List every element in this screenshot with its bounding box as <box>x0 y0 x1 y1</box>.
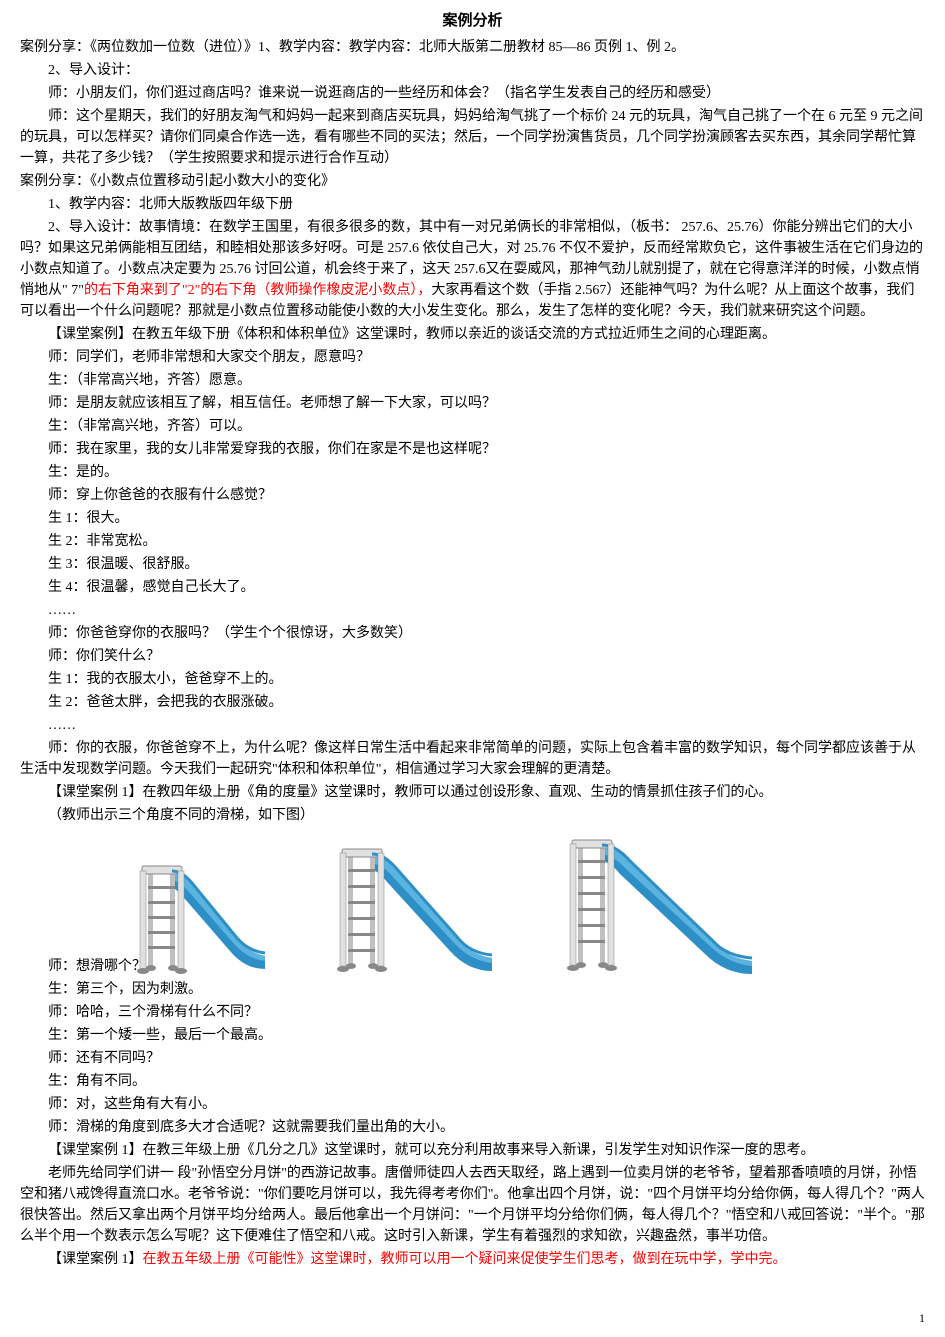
dialogue-line: 师：同学们，老师非常想和大家交个朋友，愿意吗？ <box>20 347 925 368</box>
dialogue-line: 师：对，这些角有大有小。 <box>20 1094 925 1115</box>
dialogue-line: 生 4：很温馨，感觉自己长大了。 <box>20 577 925 598</box>
dialogue-line: 生 2：非常宽松。 <box>20 531 925 552</box>
text-segment: 【课堂案例 1】 <box>48 1252 143 1267</box>
dialogue-line: 师：我在家里，我的女儿非常爱穿我的衣服，你们在家是不是也这样呢？ <box>20 439 925 460</box>
dialogue-line: 生：第三个，因为刺激。 <box>20 979 925 1000</box>
paragraph: 【课堂案例 1】在教五年级上册《可能性》这堂课时，教师可以用一个疑问来促使学生们… <box>20 1249 925 1270</box>
dialogue-line: 师：小朋友们，你们逛过商店吗？谁来说一说逛商店的一些经历和体会？（指名学生发表自… <box>20 83 925 104</box>
paragraph: 2、导入设计：故事情境：在数学王国里，有很多很多的数，其中有一对兄弟俩长的非常相… <box>20 217 925 322</box>
dialogue-line: 生：是的。 <box>20 462 925 483</box>
dialogue-line: 师：你爸爸穿你的衣服吗？（学生个个很惊讶，大多数笑） <box>20 623 925 644</box>
paragraph: 案例分享：《两位数加一位数（进位）》1、教学内容：教学内容：北师大版第二册教材 … <box>20 37 925 58</box>
dialogue-line: 生：（非常高兴地，齐答）愿意。 <box>20 370 925 391</box>
dialogue-line: …… <box>20 715 925 736</box>
paragraph: 【课堂案例 1】在教三年级上册《几分之几》这堂课时，就可以充分利用故事来导入新课… <box>20 1140 925 1161</box>
dialogue-line: 生：第一个矮一些，最后一个最高。 <box>20 1025 925 1046</box>
dialogue-line: 师：穿上你爸爸的衣服有什么感觉？ <box>20 485 925 506</box>
dialogue-line: 师：哈哈，三个滑梯有什么不同？ <box>20 1002 925 1023</box>
dialogue-line: 生 1：很大。 <box>20 508 925 529</box>
paragraph: 【课堂案例】在教五年级下册《体积和体积单位》这堂课时，教师以亲近的谈话交流的方式… <box>20 324 925 345</box>
dialogue-line: 生 2：爸爸太胖，会把我的衣服涨破。 <box>20 692 925 713</box>
dialogue-line: 师：还有不同吗？ <box>20 1048 925 1069</box>
slide-1 <box>100 851 270 981</box>
paragraph: （教师出示三个角度不同的滑梯，如下图） <box>20 805 925 826</box>
paragraph: 【课堂案例 1】在教四年级上册《角的度量》这堂课时，教师可以通过创设形象、直观、… <box>20 782 925 803</box>
paragraph: 案例分享：《小数点位置移动引起小数大小的变化》 <box>20 171 925 192</box>
red-text: 在教五年级上册《可能性》这堂课时，教师可以用一个疑问来促使学生们思考，做到在玩中… <box>143 1252 787 1267</box>
red-text: 的右下角来到了"2"的右下角（教师操作橡皮泥小数点）， <box>84 283 431 298</box>
dialogue-line: 师：你们笑什么？ <box>20 646 925 667</box>
paragraph: 师：你的衣服，你爸爸穿不上，为什么呢？像这样日常生活中看起来非常简单的问题，实际… <box>20 738 925 780</box>
paragraph: 2、导入设计： <box>20 60 925 81</box>
slide-2 <box>300 841 500 981</box>
paragraph: 1、教学内容：北师大版教版四年级下册 <box>20 194 925 215</box>
dialogue-line: 生：（非常高兴地，齐答）可以。 <box>20 416 925 437</box>
dialogue-line: 生 1：我的衣服太小，爸爸穿不上的。 <box>20 669 925 690</box>
dialogue-line: …… <box>20 600 925 621</box>
dialogue-line: 生：角有不同。 <box>20 1071 925 1092</box>
dialogue-line: 师：滑梯的角度到底多大才合适呢？这就需要我们量出角的大小。 <box>20 1117 925 1138</box>
slide-3 <box>530 836 760 981</box>
page-number: 1 <box>919 1309 925 1327</box>
page-title: 案例分析 <box>20 10 925 33</box>
dialogue-line: 师：这个星期天，我们的好朋友淘气和妈妈一起来到商店买玩具，妈妈给淘气挑了一个标价… <box>20 106 925 169</box>
dialogue-line: 生 3：很温暖、很舒服。 <box>20 554 925 575</box>
paragraph: 老师先给同学们讲一 段"孙悟空分月饼"的西游记故事。唐僧师徒四人去西天取经，路上… <box>20 1163 925 1247</box>
dialogue-line: 师：是朋友就应该相互了解，相互信任。老师想了解一下大家，可以吗？ <box>20 393 925 414</box>
